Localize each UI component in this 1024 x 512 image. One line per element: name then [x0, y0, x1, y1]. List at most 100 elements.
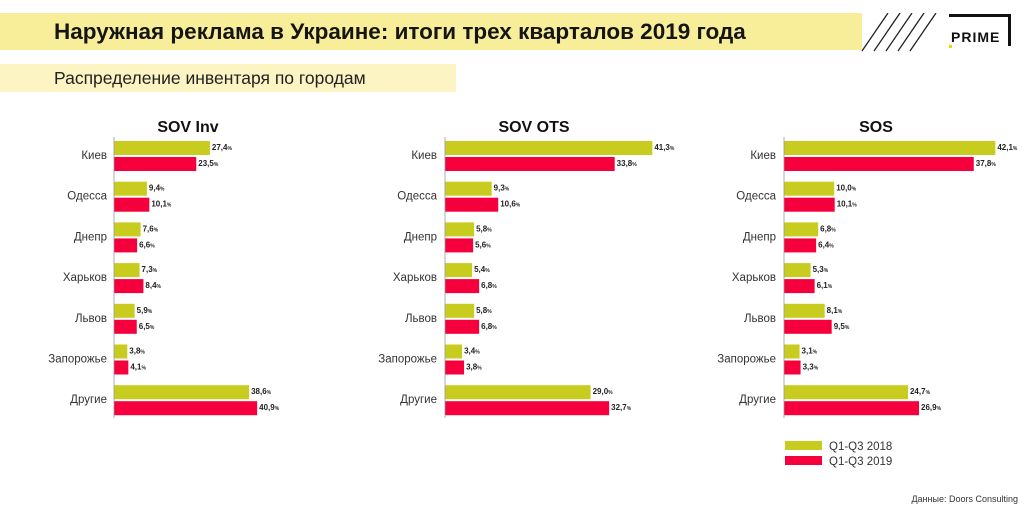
bar	[445, 279, 480, 294]
data-label: 10,6%	[500, 200, 521, 209]
data-label: 5,3%	[813, 265, 829, 274]
category-label: Одесса	[397, 191, 437, 203]
data-label: 23,5%	[198, 159, 219, 168]
category-label: Другие	[70, 394, 107, 406]
data-label: 3,8%	[466, 363, 482, 372]
chart-title: SOV Inv	[157, 119, 218, 136]
bar	[784, 385, 908, 400]
data-label: 10,1%	[151, 200, 172, 209]
bar	[114, 141, 210, 155]
bar	[114, 263, 140, 278]
data-label: 6,8%	[481, 281, 497, 290]
category-label: Другие	[400, 394, 437, 406]
data-label: 6,6%	[139, 240, 155, 249]
bar	[445, 401, 610, 416]
category-label: Львов	[75, 313, 107, 325]
hatch-decoration	[861, 13, 937, 52]
data-label: 9,3%	[494, 184, 510, 193]
bar	[784, 238, 817, 253]
bar	[445, 344, 463, 359]
category-label: Одесса	[67, 191, 107, 203]
data-label: 5,9%	[137, 306, 153, 315]
category-label: Киев	[750, 150, 776, 162]
bar	[445, 157, 615, 171]
bar	[114, 238, 138, 253]
page-title: Наружная реклама в Украине: итоги трех к…	[54, 19, 746, 44]
category-label: Харьков	[393, 272, 437, 284]
data-label: 41,3%	[654, 143, 675, 152]
data-label: 7,3%	[142, 265, 158, 274]
data-label: 10,0%	[836, 184, 857, 193]
bar	[445, 319, 480, 334]
data-label: 29,0%	[593, 387, 614, 396]
data-label: 5,8%	[476, 224, 492, 233]
bar	[784, 303, 825, 318]
data-label: 6,8%	[820, 224, 836, 233]
data-label: 37,8%	[976, 159, 997, 168]
data-label: 40,9%	[259, 403, 280, 412]
bar	[784, 157, 974, 171]
data-label: 32,7%	[611, 403, 632, 412]
legend-swatch	[785, 456, 822, 465]
bar	[445, 303, 475, 318]
data-label: 24,7%	[910, 387, 931, 396]
chart-title: SOS	[859, 119, 893, 136]
legend-label: Q1-Q3 2019	[829, 456, 892, 468]
category-label: Другие	[739, 394, 776, 406]
bar	[784, 181, 835, 196]
source-note: Данные: Doors Consulting	[911, 494, 1018, 504]
data-label: 3,1%	[802, 347, 818, 356]
bar	[784, 197, 835, 212]
category-label: Днепр	[74, 231, 107, 243]
bar	[114, 319, 137, 334]
bar	[784, 222, 819, 237]
page-subtitle: Распределение инвентаря по городам	[54, 68, 366, 88]
bar	[445, 141, 653, 155]
category-label: Днепр	[404, 231, 437, 243]
chart-title: SOV OTS	[498, 119, 569, 136]
data-label: 26,9%	[921, 403, 942, 412]
category-label: Харьков	[63, 272, 107, 284]
bar	[784, 360, 801, 375]
data-label: 10,1%	[837, 200, 858, 209]
bar	[114, 401, 258, 416]
bar	[114, 303, 135, 318]
data-label: 42,1%	[997, 143, 1018, 152]
bar	[114, 344, 128, 359]
prime-logo: PRIME	[949, 14, 1019, 48]
data-label: 3,8%	[129, 347, 145, 356]
bar	[114, 279, 144, 294]
bar	[784, 344, 800, 359]
bar	[784, 279, 815, 294]
data-label: 6,5%	[139, 322, 155, 331]
legend-swatch	[785, 441, 822, 450]
data-label: 3,3%	[803, 363, 819, 372]
logo-text: PRIME	[951, 29, 1001, 45]
data-label: 38,6%	[251, 387, 272, 396]
bar	[445, 222, 475, 237]
bar	[445, 263, 473, 278]
bar	[784, 141, 996, 155]
bar	[784, 401, 920, 416]
data-label: 6,1%	[817, 281, 833, 290]
data-label: 5,6%	[475, 240, 491, 249]
bar	[114, 222, 141, 237]
data-label: 33,8%	[617, 159, 638, 168]
bar	[445, 197, 499, 212]
category-label: Днепр	[743, 231, 776, 243]
subtitle-bar: Распределение инвентаря по городам	[0, 64, 456, 92]
bar	[114, 157, 197, 171]
data-label: 5,4%	[474, 265, 490, 274]
data-label: 9,4%	[149, 184, 165, 193]
data-label: 7,6%	[143, 224, 159, 233]
data-label: 8,1%	[827, 306, 843, 315]
bar	[784, 319, 832, 334]
category-label: Харьков	[732, 272, 776, 284]
bar	[445, 360, 465, 375]
bar	[114, 385, 250, 400]
data-label: 3,4%	[464, 347, 480, 356]
data-label: 4,1%	[130, 363, 146, 372]
data-label: 6,8%	[481, 322, 497, 331]
bar	[114, 360, 129, 375]
data-label: 5,8%	[476, 306, 492, 315]
